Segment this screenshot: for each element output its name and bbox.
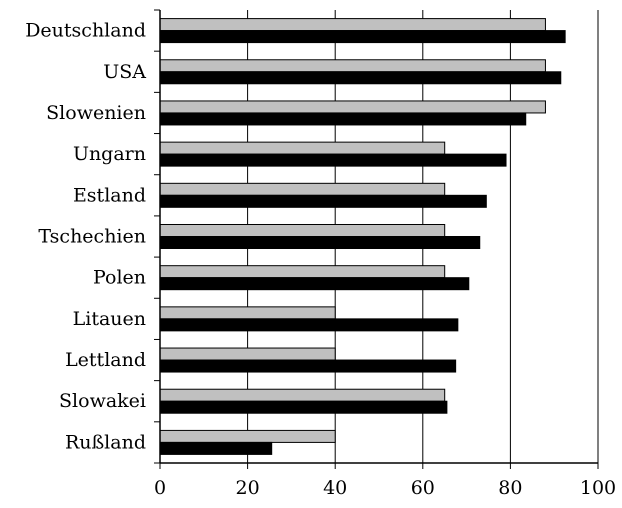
- bar-black-3: [159, 153, 507, 167]
- bar-grey-7: [159, 306, 336, 320]
- bar-black-7: [159, 318, 459, 332]
- bar-black-2: [159, 112, 527, 126]
- bar-black-5: [159, 236, 481, 249]
- x-tick-label-40: 40: [323, 477, 347, 499]
- x-tick-label-20: 20: [236, 477, 260, 499]
- bar-grey-2: [159, 100, 546, 114]
- axes: [154, 9, 599, 469]
- bar-black-9: [159, 400, 448, 414]
- bar-grey-0: [159, 18, 546, 32]
- x-tick-label-0: 0: [154, 477, 166, 499]
- category-label-0: Deutschland: [25, 20, 146, 42]
- category-label-10: Rußland: [65, 431, 146, 453]
- bar-black-10: [159, 441, 273, 455]
- category-label-1: USA: [103, 61, 146, 83]
- category-label-5: Tschechien: [38, 226, 146, 248]
- bar-grey-3: [159, 141, 446, 155]
- x-tick-label-80: 80: [498, 477, 522, 499]
- category-label-9: Slowakei: [59, 390, 146, 412]
- bars: [159, 18, 566, 455]
- bar-grey-9: [159, 388, 446, 402]
- tick-labels: Deutschland USA Slowenien Ungarn Estland Tsch…: [25, 20, 616, 499]
- category-label-2: Slowenien: [46, 102, 146, 124]
- category-label-3: Ungarn: [73, 143, 146, 165]
- bar-grey-5: [159, 224, 446, 237]
- bar-black-4: [159, 194, 487, 208]
- bar-grey-1: [159, 59, 546, 73]
- bar-grey-8: [159, 347, 336, 361]
- x-tick-label-60: 60: [411, 477, 435, 499]
- bar-black-0: [159, 30, 566, 44]
- bar-grey-4: [159, 182, 446, 196]
- bar-black-8: [159, 359, 457, 373]
- bar-black-6: [159, 277, 470, 291]
- x-tick-label-100: 100: [580, 477, 616, 499]
- bar-grey-10: [159, 429, 336, 443]
- category-label-6: Polen: [93, 267, 146, 289]
- category-label-8: Lettland: [65, 349, 146, 371]
- category-label-4: Estland: [73, 184, 146, 206]
- bar-black-1: [159, 71, 562, 85]
- category-label-7: Litauen: [73, 308, 146, 330]
- bar-grey-6: [159, 265, 446, 279]
